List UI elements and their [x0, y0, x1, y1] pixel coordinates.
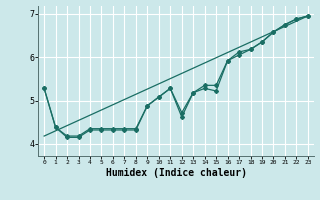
X-axis label: Humidex (Indice chaleur): Humidex (Indice chaleur)	[106, 168, 246, 178]
